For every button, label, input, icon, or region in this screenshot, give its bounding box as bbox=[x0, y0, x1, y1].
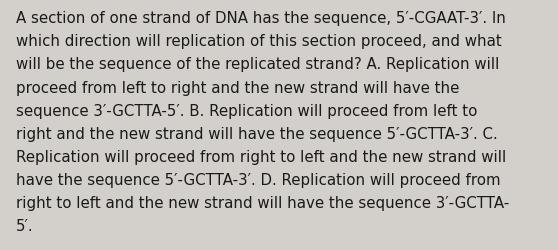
Text: have the sequence 5′-GCTTA-3′. D. Replication will proceed from: have the sequence 5′-GCTTA-3′. D. Replic… bbox=[16, 172, 501, 187]
Text: A section of one strand of DNA has the sequence, 5′-CGAAT-3′. In: A section of one strand of DNA has the s… bbox=[16, 11, 506, 26]
Text: proceed from left to right and the new strand will have the: proceed from left to right and the new s… bbox=[16, 80, 459, 95]
Text: right to left and the new strand will have the sequence 3′-GCTTA-: right to left and the new strand will ha… bbox=[16, 195, 509, 210]
Text: 5′.: 5′. bbox=[16, 218, 33, 233]
Text: sequence 3′-GCTTA-5′. B. Replication will proceed from left to: sequence 3′-GCTTA-5′. B. Replication wil… bbox=[16, 103, 477, 118]
Text: will be the sequence of the replicated strand? A. Replication will: will be the sequence of the replicated s… bbox=[16, 57, 499, 72]
Text: right and the new strand will have the sequence 5′-GCTTA-3′. C.: right and the new strand will have the s… bbox=[16, 126, 497, 141]
Text: which direction will replication of this section proceed, and what: which direction will replication of this… bbox=[16, 34, 502, 49]
Text: Replication will proceed from right to left and the new strand will: Replication will proceed from right to l… bbox=[16, 149, 506, 164]
